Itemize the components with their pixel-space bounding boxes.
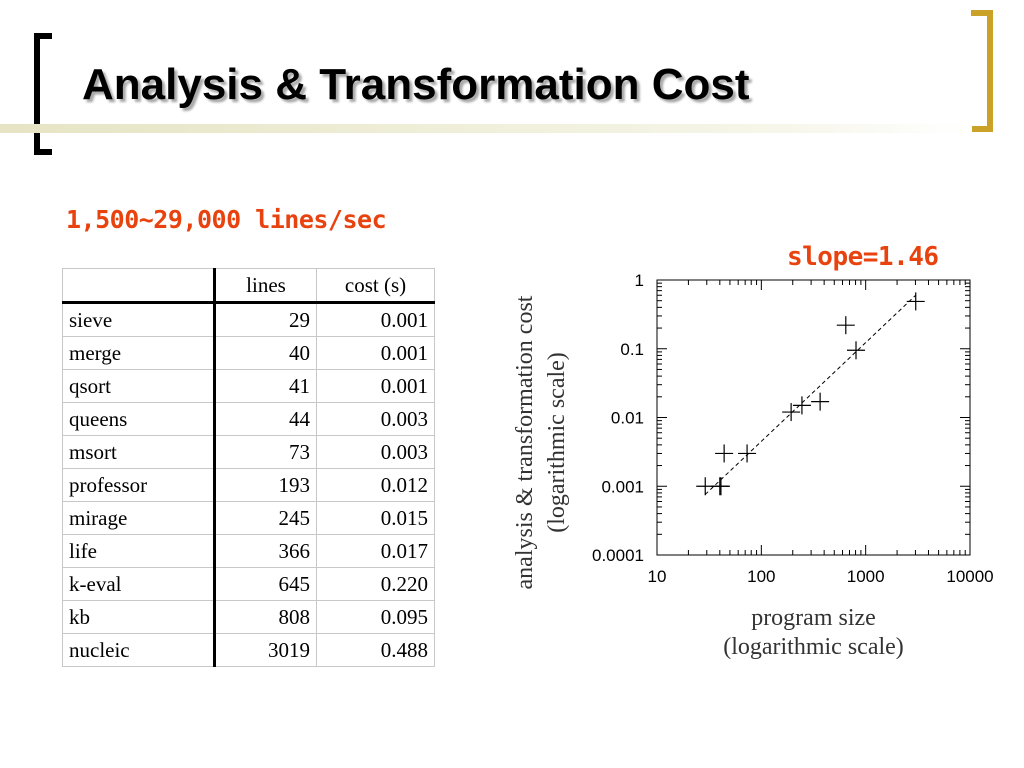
- row-name: merge: [62, 336, 216, 370]
- row-cost: 0.003: [316, 402, 435, 436]
- x-tick-label: 100: [747, 567, 775, 586]
- title-underline-bar: [0, 124, 972, 133]
- x-tick-label: 10: [648, 567, 667, 586]
- table-row: life 366 0.017: [62, 534, 435, 568]
- row-name: kb: [62, 600, 216, 634]
- data-point: [738, 444, 757, 463]
- row-lines: 193: [214, 468, 317, 502]
- row-cost: 0.095: [316, 600, 435, 634]
- row-name: sieve: [62, 302, 216, 337]
- row-lines: 73: [214, 435, 317, 469]
- table-row: sieve 29 0.001: [62, 302, 435, 337]
- fit-line: [704, 294, 917, 495]
- benchmark-table: lines cost (s) sieve 29 0.001 merge 40 0.001 q…: [62, 268, 435, 667]
- table-row: queens 44 0.003: [62, 402, 435, 436]
- data-point: [847, 341, 866, 360]
- row-lines: 29: [214, 302, 317, 337]
- row-lines: 44: [214, 402, 317, 436]
- table-row: professor 193 0.012: [62, 468, 435, 502]
- table-row: qsort 41 0.001: [62, 369, 435, 403]
- table-row: k-eval 645 0.220: [62, 567, 435, 601]
- row-cost: 0.017: [316, 534, 435, 568]
- header-cost: cost (s): [316, 268, 435, 304]
- table-row: msort 73 0.003: [62, 435, 435, 469]
- row-cost: 0.001: [316, 302, 435, 337]
- row-lines: 245: [214, 501, 317, 535]
- throughput-note: 1,500~29,000 lines/sec: [66, 205, 387, 234]
- row-lines: 40: [214, 336, 317, 370]
- row-name: msort: [62, 435, 216, 469]
- row-lines: 645: [214, 567, 317, 601]
- data-point: [715, 444, 734, 463]
- row-cost: 0.015: [316, 501, 435, 535]
- table-header-row: lines cost (s): [62, 268, 435, 304]
- row-cost: 0.001: [316, 369, 435, 403]
- data-point: [811, 392, 830, 411]
- row-name: queens: [62, 402, 216, 436]
- y-tick-label: 0.01: [611, 409, 644, 428]
- slide-title: Analysis & Transformation Cost: [82, 60, 750, 109]
- fit-line-group: [704, 294, 917, 495]
- row-name: nucleic: [62, 633, 216, 667]
- x-axis-label: program size: [751, 605, 876, 631]
- header-name: [62, 268, 216, 304]
- data-point: [836, 316, 855, 335]
- row-cost: 0.012: [316, 468, 435, 502]
- table-row: kb 808 0.095: [62, 600, 435, 634]
- x-tick-label: 10000: [946, 567, 993, 586]
- table-row: merge 40 0.001: [62, 336, 435, 370]
- y-axis-label: analysis & transformation cost: [512, 295, 538, 589]
- right-bracket-decoration: [971, 10, 993, 132]
- x-axis-label: (logarithmic scale): [723, 634, 904, 660]
- table-row: nucleic 3019 0.488: [62, 633, 435, 667]
- axis-tick-labels: 10 100 1000 10000 0.0001 0.001 0.01 0.1 1: [592, 271, 994, 586]
- data-points: [696, 292, 925, 496]
- row-name: professor: [62, 468, 216, 502]
- plot-frame: [656, 279, 971, 556]
- y-tick-label: 0.1: [620, 340, 644, 359]
- slope-note: slope=1.46: [787, 242, 939, 272]
- axis-ticks: [656, 279, 971, 556]
- row-name: mirage: [62, 501, 216, 535]
- scatter-chart: 10 100 1000 10000 0.0001 0.001 0.01 0.1 1 progra…: [512, 271, 994, 660]
- row-name: k-eval: [62, 567, 216, 601]
- row-cost: 0.003: [316, 435, 435, 469]
- data-point: [711, 477, 730, 496]
- y-tick-label: 1: [635, 271, 644, 290]
- data-point: [782, 403, 801, 422]
- left-bracket-decoration: [34, 33, 52, 155]
- header-lines: lines: [214, 268, 317, 304]
- row-cost: 0.001: [316, 336, 435, 370]
- row-cost: 0.488: [316, 633, 435, 667]
- row-lines: 3019: [214, 633, 317, 667]
- y-axis-label: (logarithmic scale): [544, 352, 570, 533]
- row-cost: 0.220: [316, 567, 435, 601]
- row-lines: 808: [214, 600, 317, 634]
- table-body: sieve 29 0.001 merge 40 0.001 qsort 41 0.001 quee…: [62, 302, 435, 667]
- x-tick-label: 1000: [847, 567, 885, 586]
- row-lines: 41: [214, 369, 317, 403]
- data-point: [906, 292, 925, 311]
- row-name: qsort: [62, 369, 216, 403]
- row-lines: 366: [214, 534, 317, 568]
- data-point: [792, 396, 811, 415]
- plot-border: [656, 279, 971, 556]
- y-tick-label: 0.001: [601, 477, 644, 496]
- table-row: mirage 245 0.015: [62, 501, 435, 535]
- row-name: life: [62, 534, 216, 568]
- axis-labels: program size(logarithmic scale)analysis …: [512, 295, 904, 660]
- y-tick-label: 0.0001: [592, 546, 644, 565]
